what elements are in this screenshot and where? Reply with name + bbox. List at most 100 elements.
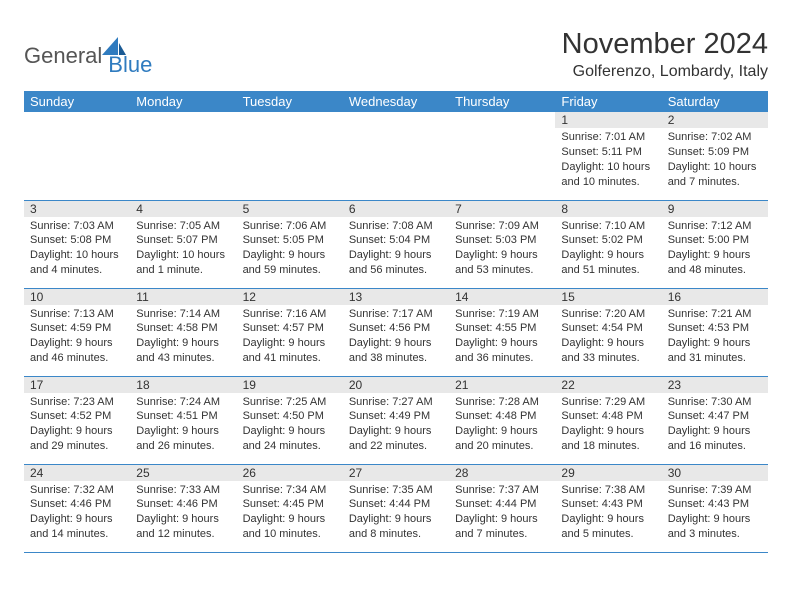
location-label: Golferenzo, Lombardy, Italy [562,63,768,81]
sunset-text: Sunset: 4:59 PM [30,321,124,336]
sunrise-text: Sunrise: 7:32 AM [30,483,124,498]
logo-text-1: General [24,43,102,69]
sunset-text: Sunset: 4:43 PM [668,497,762,512]
weekday-header: Tuesday [237,91,343,112]
day-cell: 18Sunrise: 7:24 AMSunset: 4:51 PMDayligh… [130,376,236,464]
weekday-header: Wednesday [343,91,449,112]
sunset-text: Sunset: 4:47 PM [668,409,762,424]
day-number: 22 [555,377,661,393]
sunrise-text: Sunrise: 7:39 AM [668,483,762,498]
sunrise-text: Sunrise: 7:21 AM [668,307,762,322]
sunset-text: Sunset: 5:05 PM [243,233,337,248]
daylight-text: Daylight: 9 hours and 51 minutes. [561,248,655,278]
daylight-text: Daylight: 9 hours and 5 minutes. [561,512,655,542]
day-details: Sunrise: 7:16 AMSunset: 4:57 PMDaylight:… [237,305,343,370]
day-cell: 13Sunrise: 7:17 AMSunset: 4:56 PMDayligh… [343,288,449,376]
day-cell: 5Sunrise: 7:06 AMSunset: 5:05 PMDaylight… [237,200,343,288]
day-number: 5 [237,201,343,217]
sunset-text: Sunset: 5:09 PM [668,145,762,160]
day-number: 2 [662,112,768,128]
daylight-text: Daylight: 10 hours and 7 minutes. [668,160,762,190]
day-cell: 30Sunrise: 7:39 AMSunset: 4:43 PMDayligh… [662,464,768,552]
sunrise-text: Sunrise: 7:27 AM [349,395,443,410]
day-details: Sunrise: 7:09 AMSunset: 5:03 PMDaylight:… [449,217,555,282]
daylight-text: Daylight: 9 hours and 56 minutes. [349,248,443,278]
day-number: 29 [555,465,661,481]
day-details: Sunrise: 7:20 AMSunset: 4:54 PMDaylight:… [555,305,661,370]
day-number: 25 [130,465,236,481]
day-details: Sunrise: 7:35 AMSunset: 4:44 PMDaylight:… [343,481,449,546]
sunset-text: Sunset: 4:57 PM [243,321,337,336]
sunset-text: Sunset: 5:00 PM [668,233,762,248]
weekday-header: Thursday [449,91,555,112]
daylight-text: Daylight: 9 hours and 22 minutes. [349,424,443,454]
logo-sail-icon [102,37,126,59]
daylight-text: Daylight: 9 hours and 31 minutes. [668,336,762,366]
sunset-text: Sunset: 4:44 PM [349,497,443,512]
daylight-text: Daylight: 9 hours and 43 minutes. [136,336,230,366]
sunrise-text: Sunrise: 7:13 AM [30,307,124,322]
day-cell: 3Sunrise: 7:03 AMSunset: 5:08 PMDaylight… [24,200,130,288]
day-number: 13 [343,289,449,305]
sunrise-text: Sunrise: 7:03 AM [30,219,124,234]
day-cell: 21Sunrise: 7:28 AMSunset: 4:48 PMDayligh… [449,376,555,464]
sunset-text: Sunset: 5:02 PM [561,233,655,248]
day-cell: 26Sunrise: 7:34 AMSunset: 4:45 PMDayligh… [237,464,343,552]
daylight-text: Daylight: 9 hours and 16 minutes. [668,424,762,454]
daylight-text: Daylight: 9 hours and 46 minutes. [30,336,124,366]
day-cell [449,112,555,200]
sunset-text: Sunset: 4:43 PM [561,497,655,512]
sunset-text: Sunset: 4:44 PM [455,497,549,512]
sunrise-text: Sunrise: 7:16 AM [243,307,337,322]
day-number: 3 [24,201,130,217]
daylight-text: Daylight: 9 hours and 20 minutes. [455,424,549,454]
week-row: 1Sunrise: 7:01 AMSunset: 5:11 PMDaylight… [24,112,768,200]
week-row: 17Sunrise: 7:23 AMSunset: 4:52 PMDayligh… [24,376,768,464]
daylight-text: Daylight: 9 hours and 33 minutes. [561,336,655,366]
sunrise-text: Sunrise: 7:28 AM [455,395,549,410]
day-details: Sunrise: 7:32 AMSunset: 4:46 PMDaylight:… [24,481,130,546]
sunset-text: Sunset: 4:46 PM [136,497,230,512]
day-number: 10 [24,289,130,305]
day-number: 19 [237,377,343,393]
day-details: Sunrise: 7:02 AMSunset: 5:09 PMDaylight:… [662,128,768,193]
day-cell: 20Sunrise: 7:27 AMSunset: 4:49 PMDayligh… [343,376,449,464]
day-cell: 2Sunrise: 7:02 AMSunset: 5:09 PMDaylight… [662,112,768,200]
day-details: Sunrise: 7:24 AMSunset: 4:51 PMDaylight:… [130,393,236,458]
day-details: Sunrise: 7:33 AMSunset: 4:46 PMDaylight:… [130,481,236,546]
daylight-text: Daylight: 9 hours and 41 minutes. [243,336,337,366]
weekday-header-row: Sunday Monday Tuesday Wednesday Thursday… [24,91,768,112]
sunrise-text: Sunrise: 7:23 AM [30,395,124,410]
sunrise-text: Sunrise: 7:38 AM [561,483,655,498]
day-cell: 28Sunrise: 7:37 AMSunset: 4:44 PMDayligh… [449,464,555,552]
daylight-text: Daylight: 9 hours and 48 minutes. [668,248,762,278]
day-number: 1 [555,112,661,128]
sunrise-text: Sunrise: 7:29 AM [561,395,655,410]
day-details: Sunrise: 7:14 AMSunset: 4:58 PMDaylight:… [130,305,236,370]
daylight-text: Daylight: 9 hours and 36 minutes. [455,336,549,366]
sunset-text: Sunset: 4:52 PM [30,409,124,424]
day-details: Sunrise: 7:38 AMSunset: 4:43 PMDaylight:… [555,481,661,546]
day-number: 16 [662,289,768,305]
day-cell: 17Sunrise: 7:23 AMSunset: 4:52 PMDayligh… [24,376,130,464]
day-details: Sunrise: 7:27 AMSunset: 4:49 PMDaylight:… [343,393,449,458]
day-cell: 8Sunrise: 7:10 AMSunset: 5:02 PMDaylight… [555,200,661,288]
day-number: 8 [555,201,661,217]
sunset-text: Sunset: 4:48 PM [455,409,549,424]
week-row: 10Sunrise: 7:13 AMSunset: 4:59 PMDayligh… [24,288,768,376]
day-cell: 27Sunrise: 7:35 AMSunset: 4:44 PMDayligh… [343,464,449,552]
daylight-text: Daylight: 9 hours and 53 minutes. [455,248,549,278]
sunrise-text: Sunrise: 7:24 AM [136,395,230,410]
sunrise-text: Sunrise: 7:25 AM [243,395,337,410]
day-details: Sunrise: 7:29 AMSunset: 4:48 PMDaylight:… [555,393,661,458]
day-number: 11 [130,289,236,305]
day-cell [237,112,343,200]
day-details: Sunrise: 7:37 AMSunset: 4:44 PMDaylight:… [449,481,555,546]
day-cell: 1Sunrise: 7:01 AMSunset: 5:11 PMDaylight… [555,112,661,200]
day-cell: 7Sunrise: 7:09 AMSunset: 5:03 PMDaylight… [449,200,555,288]
day-details: Sunrise: 7:23 AMSunset: 4:52 PMDaylight:… [24,393,130,458]
day-details: Sunrise: 7:10 AMSunset: 5:02 PMDaylight:… [555,217,661,282]
sunset-text: Sunset: 4:58 PM [136,321,230,336]
day-details: Sunrise: 7:12 AMSunset: 5:00 PMDaylight:… [662,217,768,282]
sunset-text: Sunset: 4:49 PM [349,409,443,424]
